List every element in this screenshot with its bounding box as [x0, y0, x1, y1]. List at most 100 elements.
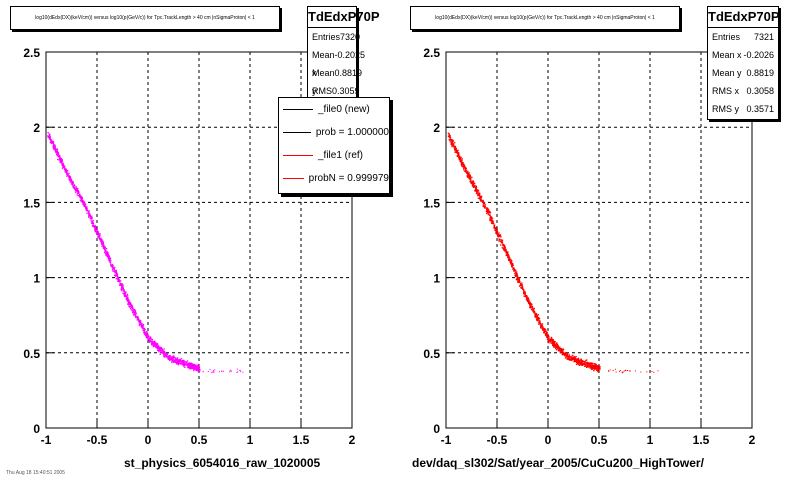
scatter-point — [515, 269, 517, 271]
scatter-point — [52, 140, 54, 143]
scatter-point — [99, 238, 102, 240]
scatter-point — [475, 185, 477, 187]
scatter-point — [591, 367, 593, 369]
scatter-point — [142, 327, 145, 329]
scatter-point — [469, 175, 471, 177]
scatter-point — [150, 337, 152, 339]
scatter-point — [146, 332, 149, 335]
scatter-point — [575, 363, 578, 365]
scatter-point — [505, 251, 508, 253]
scatter-point — [115, 270, 117, 272]
scatter-point — [531, 308, 534, 310]
scatter-point — [577, 363, 579, 365]
scatter-point — [511, 265, 513, 267]
scatter-point — [67, 173, 69, 175]
scatter-point — [84, 206, 87, 209]
scatter-point — [557, 345, 559, 347]
scatter-point — [143, 327, 146, 330]
scatter-point — [592, 368, 594, 370]
scatter-point — [183, 364, 186, 366]
scatter-point — [571, 359, 573, 361]
scatter-point — [454, 142, 456, 144]
scatter-point — [540, 327, 542, 329]
scatter-point — [449, 138, 451, 141]
scatter-point — [114, 266, 116, 269]
scatter-point — [551, 343, 554, 345]
scatter-point — [543, 329, 545, 332]
scatter-point — [193, 366, 195, 369]
scatter-point — [527, 298, 529, 300]
scatter-point — [122, 292, 124, 294]
scatter-point — [48, 138, 51, 140]
scatter-point — [515, 271, 517, 273]
scatter-point — [136, 316, 138, 318]
scatter-point — [552, 340, 554, 342]
scatter-point — [49, 142, 51, 144]
scatter-point — [524, 294, 526, 296]
scatter-point — [583, 360, 585, 362]
scatter-point — [188, 362, 191, 364]
scatter-point — [491, 219, 494, 222]
scatter-point — [449, 141, 451, 143]
scatter-point — [100, 239, 102, 242]
scatter-point — [504, 247, 506, 249]
scatter-point — [152, 344, 154, 346]
scatter-point — [548, 337, 550, 339]
scatter-point — [516, 273, 518, 276]
scatter-point — [192, 367, 194, 369]
scatter-point — [448, 134, 450, 137]
scatter-point — [526, 295, 528, 298]
scatter-point — [154, 340, 156, 342]
scatter-point — [568, 357, 570, 359]
scatter-point — [517, 276, 519, 279]
scatter-point — [164, 353, 166, 356]
scatter-point — [537, 319, 539, 321]
scatter-point — [535, 314, 537, 316]
scatter-point — [496, 232, 498, 234]
scatter-point — [455, 150, 457, 152]
scatter-point — [172, 361, 175, 363]
scatter-point — [95, 226, 97, 228]
scatter-point — [61, 167, 64, 169]
scatter-point — [558, 347, 560, 349]
scatter-point — [507, 254, 510, 256]
scatter-point — [509, 258, 511, 260]
scatter-point — [584, 365, 587, 367]
scatter-point — [55, 150, 57, 152]
scatter-point — [510, 262, 512, 264]
scatter-point — [575, 360, 577, 363]
scatter-point — [77, 187, 79, 190]
scatter-point — [172, 358, 174, 360]
scatter-point — [163, 354, 165, 356]
scatter-point — [192, 363, 194, 366]
scatter-point — [60, 158, 62, 160]
scatter-point — [118, 278, 120, 280]
scatter-point — [543, 331, 546, 333]
scatter-point — [501, 240, 503, 242]
scatter-point — [77, 192, 79, 194]
scatter-point — [572, 357, 575, 359]
scatter-point — [158, 351, 160, 353]
scatter-point — [556, 347, 559, 350]
scatter-point — [545, 333, 547, 335]
scatter-point — [126, 299, 128, 301]
scatter-point — [536, 317, 539, 319]
scatter-point — [143, 332, 146, 335]
scatter-point — [568, 355, 571, 357]
scatter-point — [558, 350, 560, 352]
scatter-point — [480, 198, 482, 200]
scatter-point — [481, 201, 484, 203]
right-stats-row: Mean y 0.8819 — [712, 68, 774, 78]
scatter-point — [54, 148, 56, 150]
scatter-point — [583, 363, 585, 365]
scatter-point — [164, 352, 167, 355]
scatter-point — [589, 364, 591, 366]
scatter-point — [214, 369, 216, 371]
scatter-point — [102, 241, 104, 243]
scatter-point — [181, 362, 183, 365]
scatter-point — [520, 282, 522, 284]
scatter-point — [506, 254, 508, 256]
scatter-point — [474, 190, 476, 192]
scatter-point — [491, 219, 493, 222]
scatter-point — [138, 323, 141, 325]
